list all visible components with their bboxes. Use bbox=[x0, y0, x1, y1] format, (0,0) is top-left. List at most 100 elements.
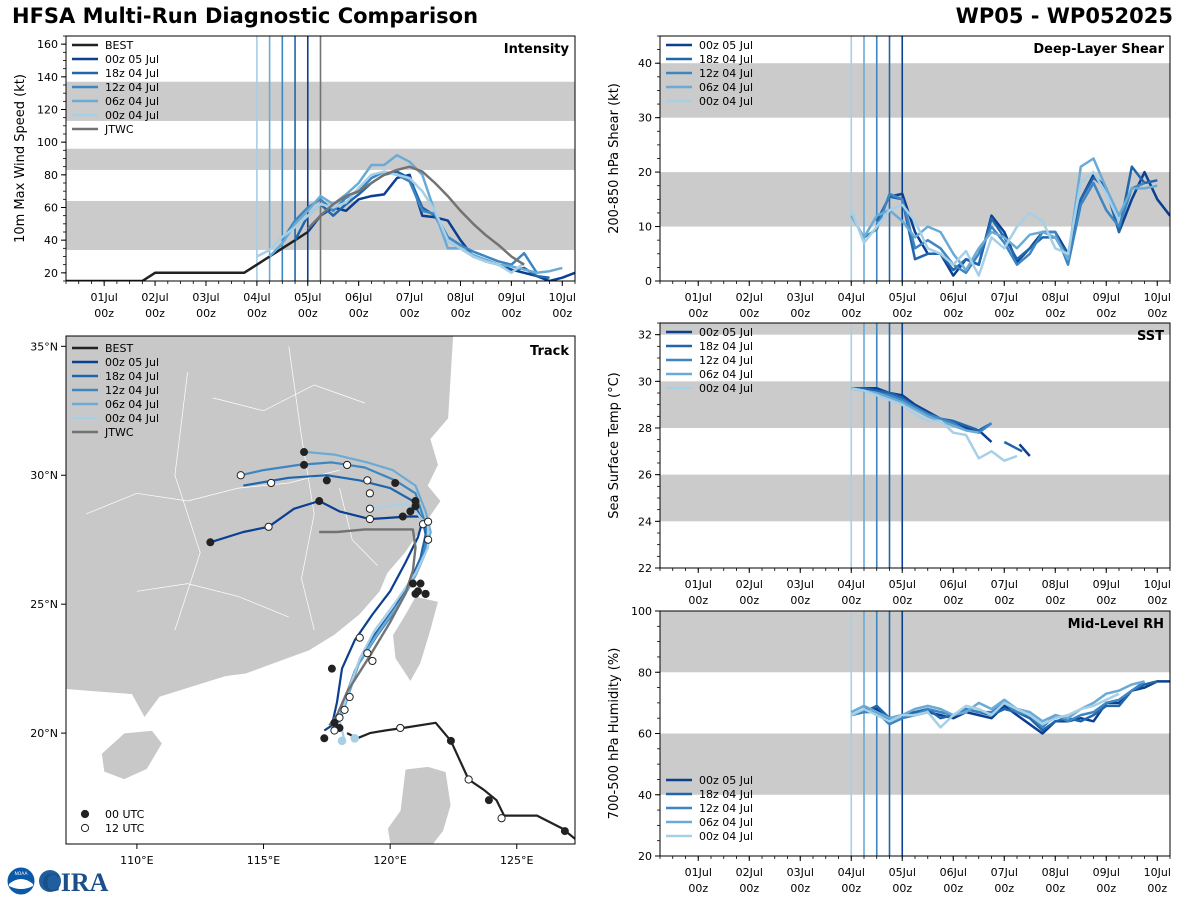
y-tick-label: 140 bbox=[37, 71, 58, 84]
shaded-band bbox=[660, 474, 1170, 522]
x-tick-label: 10Jul bbox=[1144, 866, 1171, 879]
x-tick-label: 02Jul bbox=[736, 866, 763, 879]
y-tick-label: 22 bbox=[638, 562, 652, 575]
x-tick-label: 06Jul bbox=[345, 291, 372, 304]
land-hainan bbox=[101, 730, 163, 780]
series-line bbox=[850, 170, 1121, 277]
marker-00utc bbox=[322, 476, 331, 485]
legend-label: 06z 04 Jul bbox=[699, 368, 753, 381]
province-border bbox=[136, 583, 289, 618]
x-tick-label: 00z bbox=[841, 307, 861, 320]
legend-label: 12z 04 Jul bbox=[699, 354, 753, 367]
x-tick-label: 08Jul bbox=[1042, 578, 1069, 591]
marker-12utc bbox=[345, 692, 354, 702]
series-line bbox=[1018, 443, 1031, 457]
series-line bbox=[851, 387, 1018, 462]
province-border bbox=[339, 488, 378, 566]
land-luzon bbox=[387, 766, 452, 844]
x-tick-label: 04Jul bbox=[838, 291, 865, 304]
x-tick-label: 10Jul bbox=[1144, 578, 1171, 591]
x-tick-label: 04Jul bbox=[838, 866, 865, 879]
marker-00utc bbox=[484, 796, 493, 805]
x-tick-label: 00z bbox=[841, 594, 861, 607]
series-line bbox=[850, 692, 1120, 729]
x-tick-label: 00z bbox=[196, 307, 216, 320]
x-tick-label: 115°E bbox=[247, 854, 280, 867]
x-tick-label: 00z bbox=[994, 307, 1014, 320]
x-tick-label: 00z bbox=[1096, 882, 1116, 895]
marker-12utc bbox=[264, 522, 273, 531]
x-tick-label: 02Jul bbox=[736, 578, 763, 591]
shaded-band bbox=[660, 63, 1170, 118]
y-tick-label: 60 bbox=[638, 728, 652, 741]
marker-00utc bbox=[320, 734, 329, 743]
y-tick-label: 25°N bbox=[30, 598, 58, 611]
x-tick-label: 03Jul bbox=[787, 866, 814, 879]
x-tick-label: 00z bbox=[943, 882, 963, 895]
axes-frame bbox=[65, 335, 576, 845]
x-tick-label: 00z bbox=[943, 307, 963, 320]
legend-label: 12 UTC bbox=[105, 822, 145, 835]
panel-title: Intensity bbox=[504, 42, 570, 57]
marker-12utc bbox=[330, 726, 339, 735]
panel-rh: 20 40 60 80 100 01Jul 00z 02Jul 00z 03Jul 00z 04Jul… bbox=[607, 605, 1171, 895]
series-line bbox=[850, 157, 1158, 272]
x-tick-label: 00z bbox=[1147, 594, 1167, 607]
marker-00utc bbox=[300, 460, 309, 469]
y-tick-label: 20 bbox=[44, 267, 58, 280]
legend-label: 12z 04 Jul bbox=[699, 67, 753, 80]
series-line bbox=[281, 170, 538, 274]
marker-00utc bbox=[406, 507, 415, 516]
y-tick-label: 30°N bbox=[30, 469, 58, 482]
x-tick-label: 06Jul bbox=[940, 578, 967, 591]
cira-globe-icon bbox=[39, 870, 61, 892]
figure-title: HFSA Multi-Run Diagnostic Comparison bbox=[12, 4, 479, 28]
x-tick-label: 05Jul bbox=[889, 866, 916, 879]
x-tick-label: 07Jul bbox=[396, 291, 423, 304]
track-line bbox=[346, 721, 575, 840]
x-tick-label: 07Jul bbox=[991, 291, 1018, 304]
marker-12utc bbox=[424, 535, 433, 544]
marker-12utc bbox=[497, 814, 506, 823]
shaded-band bbox=[660, 611, 1170, 673]
x-tick-label: 00z bbox=[501, 307, 521, 320]
y-tick-label: 120 bbox=[37, 104, 58, 117]
y-axis-label: 700-500 hPa Humidity (%) bbox=[607, 648, 622, 820]
marker-12utc bbox=[464, 775, 473, 784]
marker-12utc bbox=[368, 656, 377, 666]
y-tick-label: 20 bbox=[638, 850, 652, 863]
x-tick-label: 10Jul bbox=[1144, 291, 1171, 304]
legend-label: 00z 04 Jul bbox=[105, 412, 159, 425]
x-tick-label: 07Jul bbox=[991, 866, 1018, 879]
series-line bbox=[66, 230, 309, 281]
x-tick-label: 00z bbox=[349, 307, 369, 320]
panel-intensity: 20 40 60 80 100 120 140 160 01Jul 00z 02Jul 00z 03Ju… bbox=[13, 35, 576, 320]
legend-label: 18z 04 Jul bbox=[105, 370, 159, 383]
y-tick-label: 100 bbox=[631, 605, 652, 618]
marker-12utc bbox=[340, 705, 349, 715]
y-tick-label: 30 bbox=[638, 112, 652, 125]
y-tick-label: 40 bbox=[638, 57, 652, 70]
legend-label: 00z 05 Jul bbox=[105, 53, 159, 66]
x-tick-label: 10Jul bbox=[549, 291, 576, 304]
legend-label: 12z 04 Jul bbox=[699, 802, 753, 815]
x-tick-label: 00z bbox=[1147, 307, 1167, 320]
plot-area bbox=[660, 611, 1170, 856]
x-tick-label: 00z bbox=[994, 594, 1014, 607]
legend-label: 06z 04 Jul bbox=[699, 816, 753, 829]
x-tick-label: 09Jul bbox=[498, 291, 525, 304]
y-tick-label: 0 bbox=[645, 275, 652, 288]
marker-00utc bbox=[315, 497, 324, 506]
y-tick-label: 60 bbox=[44, 202, 58, 215]
marker-00utc bbox=[416, 579, 425, 588]
y-tick-label: 26 bbox=[638, 469, 652, 482]
legend-label: 06z 04 Jul bbox=[699, 81, 753, 94]
y-tick-label: 100 bbox=[37, 136, 58, 149]
marker-12utc bbox=[355, 633, 364, 642]
marker-12utc bbox=[363, 476, 372, 485]
noaa-gull-icon bbox=[9, 879, 33, 889]
marker-00utc bbox=[330, 718, 339, 727]
legend-label: 06z 04 Jul bbox=[105, 95, 159, 108]
y-tick-label: 30 bbox=[638, 375, 652, 388]
